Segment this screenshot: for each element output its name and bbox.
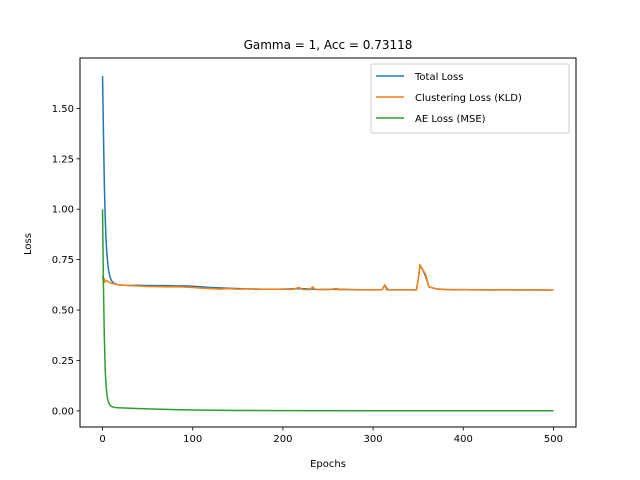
plot-series: [101, 76, 554, 412]
x-tick-label: 100: [183, 434, 202, 445]
legend-label: Total Loss: [414, 72, 463, 83]
y-axis-label: Loss: [23, 233, 34, 255]
legend-box: [370, 63, 570, 134]
legend-label: AE Loss (MSE): [415, 114, 486, 125]
x-tick-label: 300: [364, 434, 383, 445]
y-tick-label: 0.50: [52, 306, 74, 317]
x-axis-label: Epochs: [310, 459, 346, 470]
y-tick-label: 0.25: [52, 356, 74, 367]
plot-frame: [79, 57, 577, 428]
series-line-1: [101, 263, 554, 292]
y-axis-ticks: 0.00 0.25 0.50 0.75 1.00 1.25 1.50: [52, 104, 80, 417]
y-tick-label: 0.00: [52, 406, 74, 417]
y-tick-label: 1.50: [52, 104, 74, 115]
series-line-2: [101, 209, 554, 412]
y-tick-label: 1.00: [52, 205, 74, 216]
legend: Total Loss Clustering Loss (KLD) AE Loss (…: [370, 63, 570, 134]
y-tick-label: 1.25: [52, 154, 74, 165]
x-tick-label: 200: [273, 434, 292, 445]
x-tick-label: 400: [454, 434, 473, 445]
y-tick-label: 0.75: [52, 255, 74, 266]
x-tick-label: 0: [99, 434, 105, 445]
x-axis-ticks: 0 100 200 300 400 500: [99, 427, 563, 445]
x-tick-label: 500: [544, 434, 563, 445]
legend-label: Clustering Loss (KLD): [415, 93, 522, 104]
chart-title: Gamma = 1, Acc = 0.73118: [244, 38, 413, 52]
